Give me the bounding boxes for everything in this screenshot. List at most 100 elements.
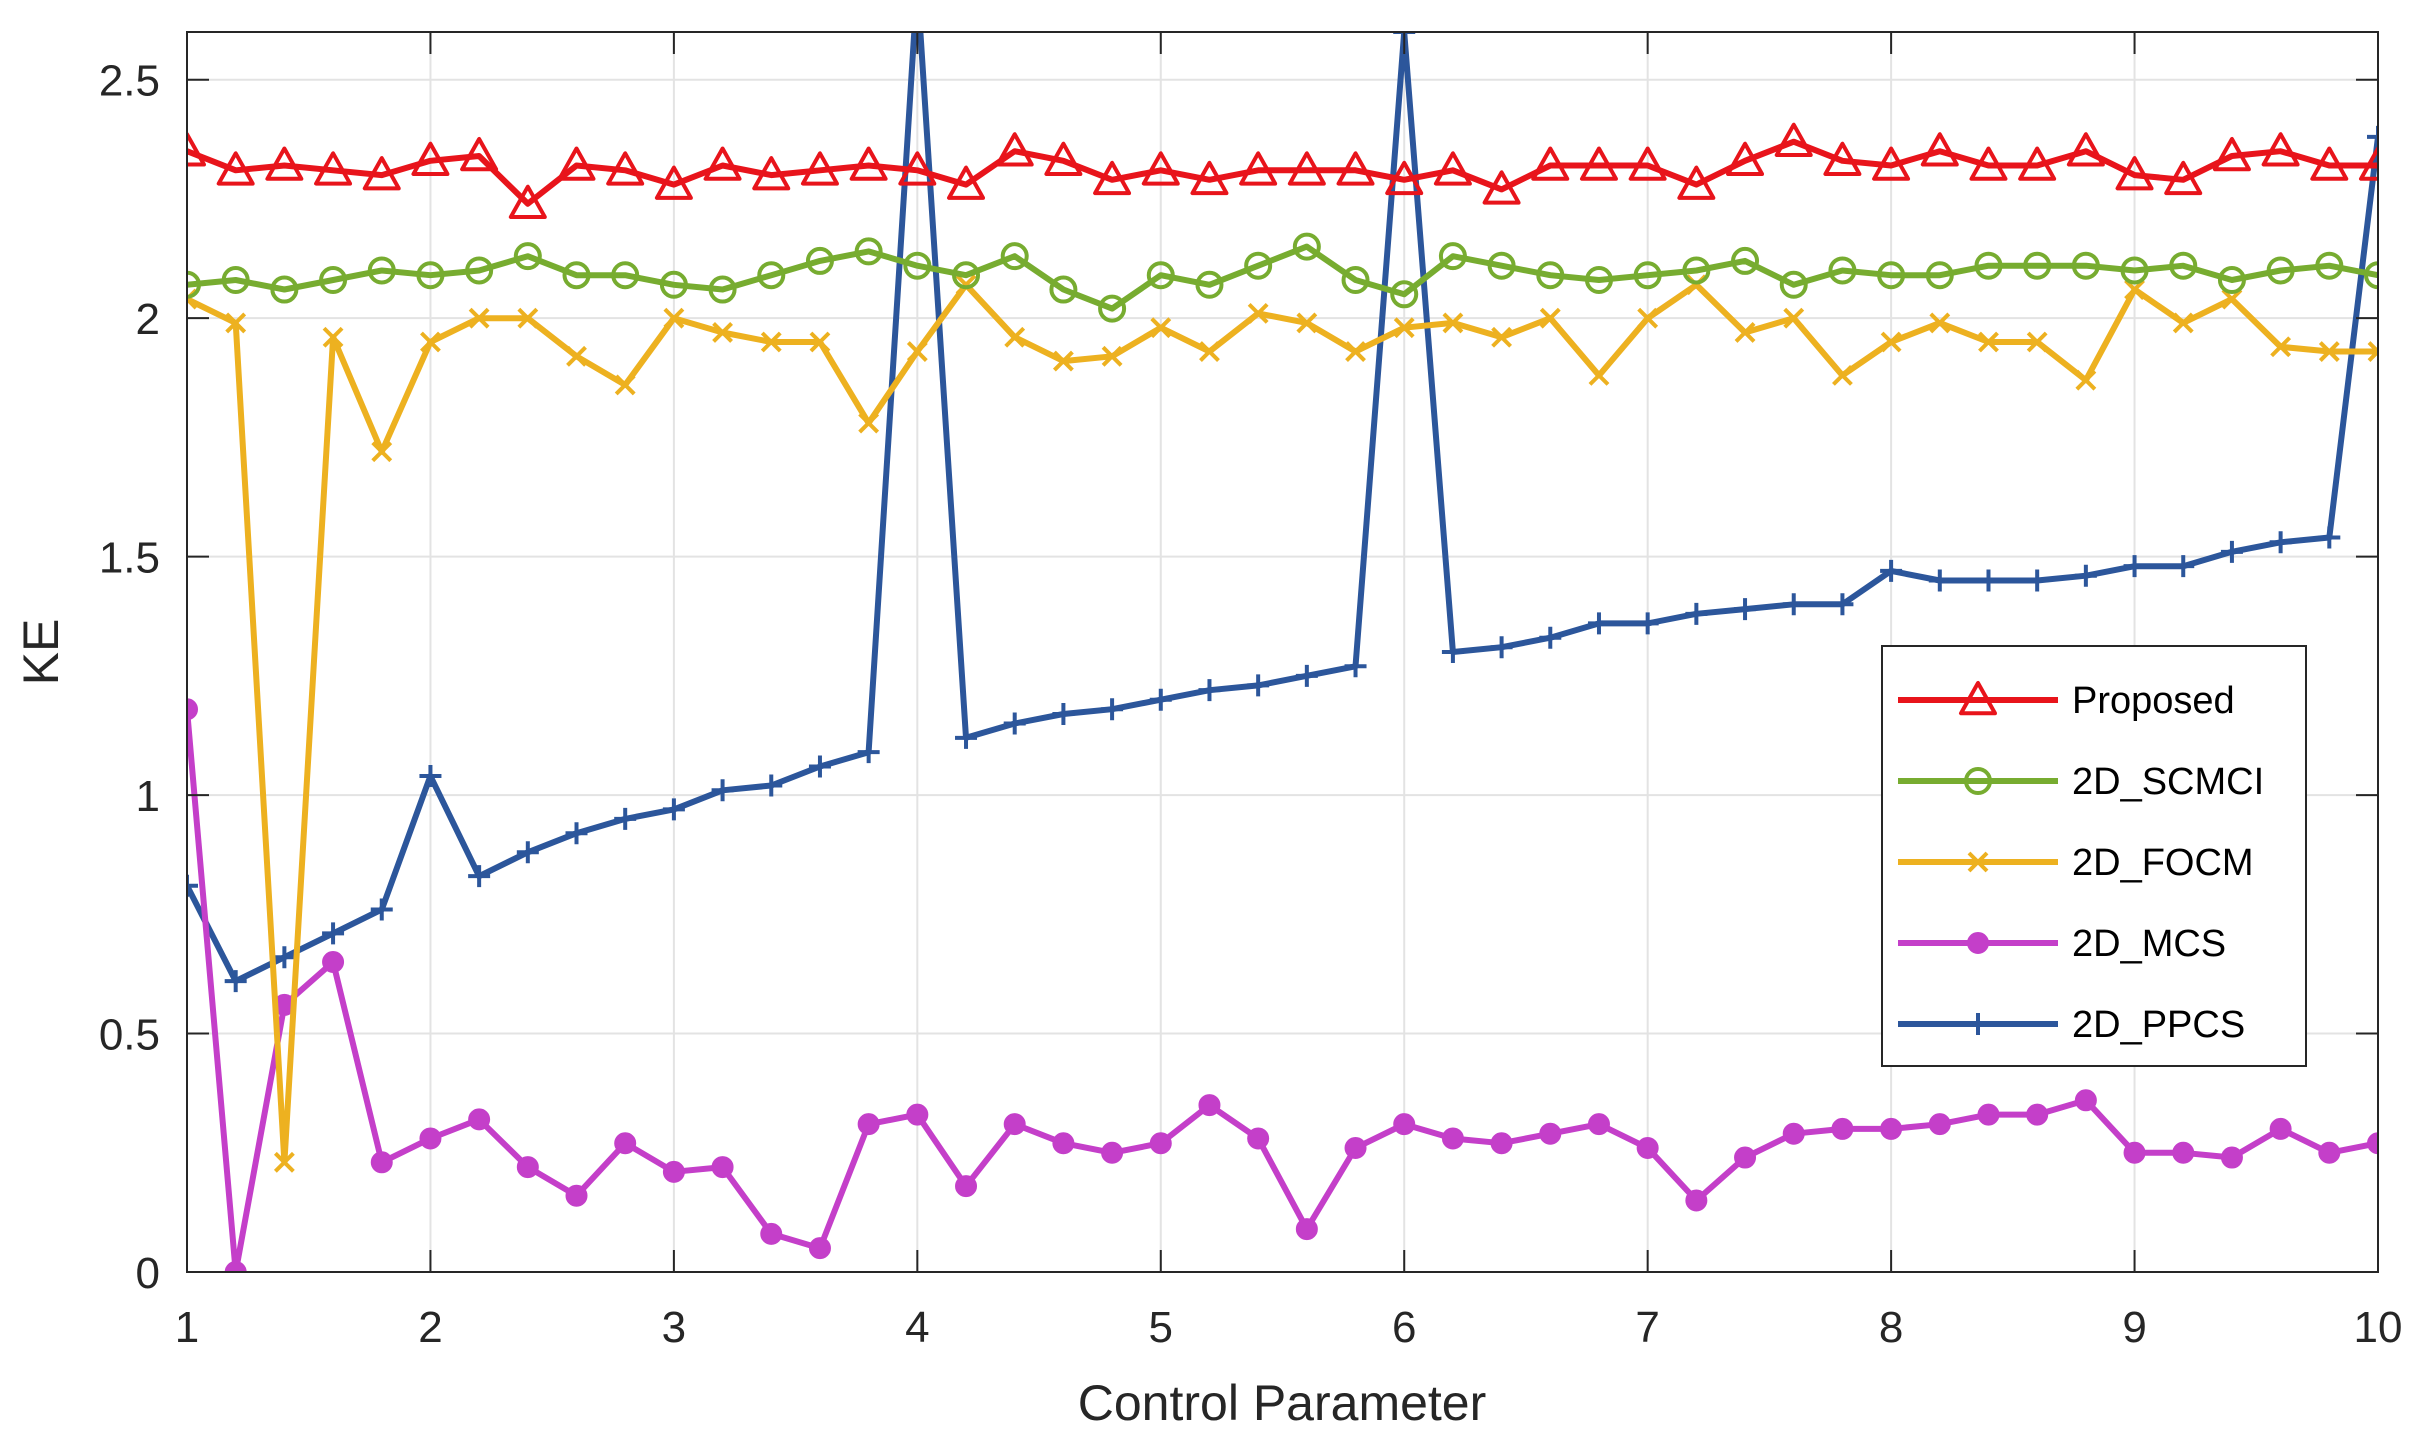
y-tick-label: 2 (136, 295, 160, 344)
data-point-2d-scmci (1244, 251, 1273, 280)
legend-marker-2d-ppcs (1967, 1013, 1989, 1035)
x-tick-label: 8 (1879, 1303, 1903, 1352)
data-point-2d-focm (468, 307, 490, 329)
data-point-2d-scmci (2023, 251, 2052, 280)
data-point-2d-mcs (2367, 1132, 2378, 1155)
data-point-2d-scmci (2169, 251, 2198, 280)
data-point-proposed (654, 165, 693, 200)
data-point-2d-mcs (2269, 1117, 2292, 1140)
series-2d-scmci (187, 232, 2378, 323)
data-point-proposed (460, 137, 499, 172)
data-point-2d-scmci (513, 242, 542, 271)
data-point-2d-scmci (1974, 251, 2003, 280)
data-point-2d-mcs (1734, 1146, 1757, 1169)
data-point-2d-ppcs (1490, 636, 1513, 659)
data-point-2d-mcs (565, 1184, 588, 1207)
data-point-2d-focm (1880, 331, 1902, 353)
data-point-2d-mcs (1636, 1137, 1659, 1159)
data-point-2d-focm (1101, 345, 1123, 367)
data-point-2d-mcs (1490, 1132, 1513, 1155)
data-point-2d-mcs (614, 1132, 637, 1155)
data-point-2d-scmci (854, 237, 883, 266)
data-point-2d-focm (760, 331, 782, 353)
data-point-proposed (1531, 146, 1570, 181)
data-point-proposed (1239, 151, 1278, 186)
data-point-2d-focm (2172, 312, 2194, 334)
data-point-2d-mcs (322, 951, 345, 973)
data-point-2d-mcs (1344, 1137, 1367, 1159)
legend-label-2d-focm: 2D_FOCM (2072, 842, 2254, 884)
data-point-proposed (1579, 146, 1618, 181)
data-point-2d-mcs (224, 1261, 247, 1272)
data-point-proposed (508, 184, 547, 219)
data-point-2d-focm (2026, 331, 2048, 353)
data-point-2d-ppcs (857, 741, 880, 764)
data-point-2d-scmci (2071, 251, 2100, 280)
axis-ticks: 1 2 3 4 5 6 7 8 9 10 0 0.5 1 1.5 2 2.5 (99, 32, 2403, 1352)
data-point-2d-focm (1150, 317, 1172, 339)
data-point-2d-scmci (1731, 246, 1760, 275)
data-point-proposed (1969, 146, 2008, 181)
data-point-2d-ppcs (1101, 698, 1124, 721)
data-point-2d-scmci (270, 275, 299, 304)
legend-marker-proposed (1959, 681, 1997, 716)
legend-marker-2d-mcs (1967, 932, 1989, 954)
legend-marker-2d-focm (1967, 851, 1989, 873)
data-point-proposed (187, 132, 206, 167)
data-point-2d-ppcs (2220, 540, 2243, 563)
legend-box (1881, 645, 2307, 1067)
x-tick-label: 9 (2122, 1303, 2146, 1352)
data-point-proposed (2261, 132, 2300, 167)
x-tick-label: 10 (2354, 1303, 2403, 1352)
series-line-2d-focm (187, 281, 2378, 1166)
data-point-2d-scmci (2364, 261, 2378, 290)
data-point-2d-scmci (1633, 261, 1662, 290)
data-point-2d-focm (1832, 364, 1853, 386)
data-point-proposed (216, 151, 255, 186)
data-point-2d-mcs (516, 1156, 539, 1179)
data-point-2d-ppcs (1003, 712, 1026, 735)
data-point-2d-scmci (805, 246, 834, 275)
data-point-proposed (557, 146, 596, 181)
data-point-2d-focm (1393, 317, 1415, 339)
data-point-2d-ppcs (1295, 664, 1318, 687)
data-point-2d-focm (1588, 364, 1610, 386)
data-point-2d-mcs (1928, 1113, 1951, 1136)
data-point-2d-scmci (1779, 270, 1808, 299)
data-point-proposed (1920, 132, 1959, 167)
data-point-2d-mcs (1685, 1189, 1708, 1212)
data-point-2d-mcs (857, 1113, 880, 1136)
data-point-2d-ppcs (273, 946, 296, 969)
data-point-2d-mcs (1977, 1103, 2000, 1126)
data-point-2d-scmci (319, 266, 348, 294)
data-point-2d-ppcs (2123, 555, 2146, 578)
legend-label-proposed: Proposed (2072, 680, 2235, 722)
data-point-2d-focm (1199, 341, 1220, 362)
data-point-proposed (1726, 141, 1765, 177)
series-line-2d-mcs (187, 708, 2378, 1272)
y-tick-label: 0.5 (99, 1011, 160, 1060)
data-point-2d-scmci (2315, 251, 2344, 280)
series-lines (187, 32, 2378, 1272)
data-point-2d-mcs (760, 1222, 783, 1245)
data-point-2d-mcs (187, 698, 198, 721)
data-point-proposed (703, 146, 742, 181)
legend: Proposed 2D_SCMCI 2D_FOCM 2D_MCS 2D_PPCS (1881, 645, 2307, 1067)
data-point-2d-mcs (1149, 1132, 1172, 1155)
data-point-proposed (1044, 141, 1083, 177)
data-point-2d-ppcs (808, 755, 831, 778)
data-point-2d-mcs (2172, 1141, 2195, 1164)
data-point-2d-ppcs (1149, 688, 1172, 711)
data-point-2d-scmci (416, 261, 445, 290)
data-point-2d-ppcs (1441, 641, 1464, 663)
series-2d-mcs (187, 698, 2378, 1272)
data-point-2d-ppcs (516, 841, 539, 864)
legend-item-2d-ppcs: 2D_PPCS (1898, 1004, 2245, 1046)
data-point-2d-ppcs (224, 970, 247, 993)
data-point-2d-ppcs (955, 726, 978, 749)
x-tick-label: 6 (1392, 1303, 1416, 1352)
data-point-2d-mcs (1587, 1113, 1610, 1136)
data-point-2d-scmci (1195, 270, 1224, 299)
data-point-2d-focm (1539, 307, 1561, 329)
